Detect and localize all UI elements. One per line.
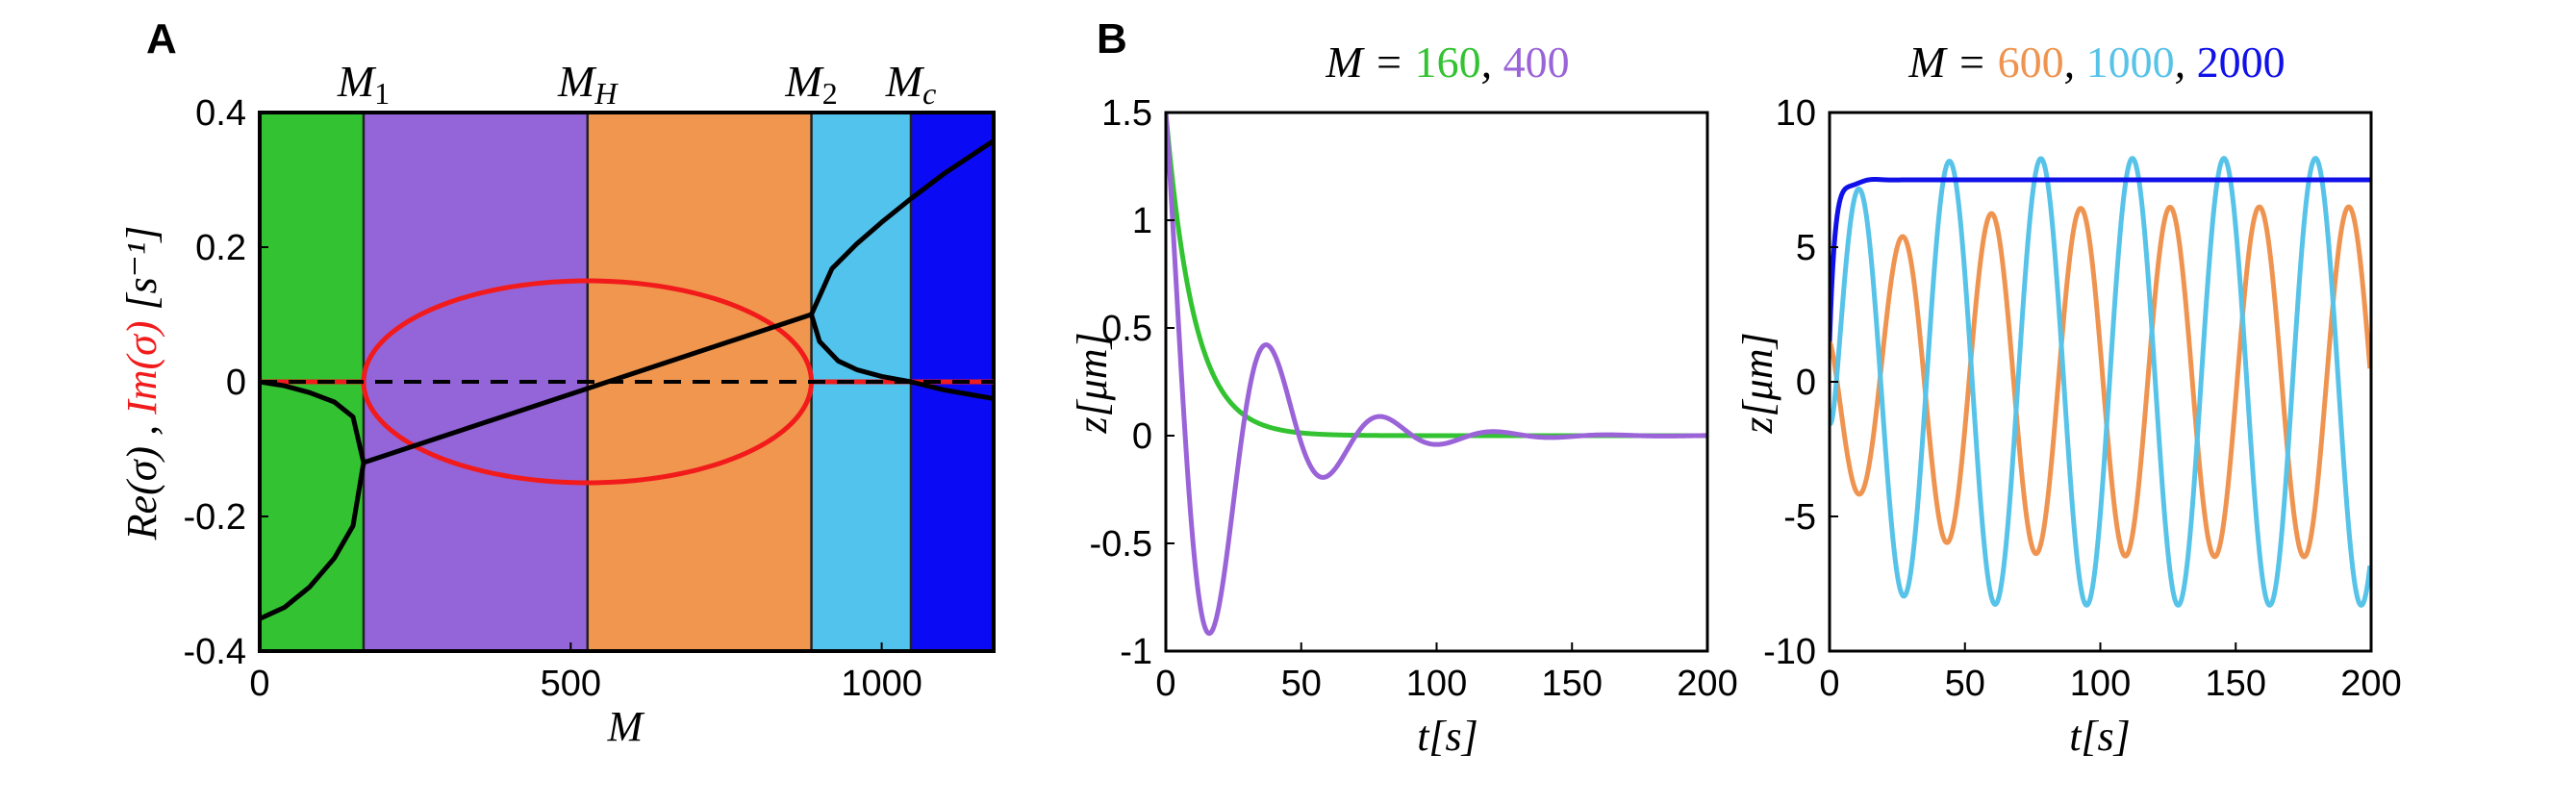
panel-a-y-tick-label: 0 — [226, 363, 246, 403]
panel-b-left-series-group — [1166, 113, 1707, 637]
panel-b-left-y-axis-label: z[μm] — [1069, 332, 1116, 434]
panel-b-right-x-tick-label: 200 — [2340, 664, 2401, 704]
y-label-separator: , — [118, 415, 165, 446]
panel-a-x-tick-label: 0 — [249, 664, 269, 704]
title-part: 600 — [1998, 38, 2064, 87]
panel-b-right-y-tick-label: -5 — [1783, 497, 1816, 538]
panel-b-right-x-tick-label: 150 — [2206, 664, 2266, 704]
panel-a-x-axis-label: M — [607, 703, 645, 750]
panel-a-y-tick-label: 0.2 — [195, 228, 246, 268]
panel-b-left-frame — [1164, 111, 1709, 653]
panel-b-right-chart: M = 600, 1000, 2000 0 50 100 150 2001050-5-1… — [1734, 38, 2402, 760]
panel-a-y-tick-label: -0.2 — [184, 497, 246, 538]
title-part: , — [2175, 38, 2197, 87]
panel-label-a: A — [146, 15, 177, 63]
panel-label-b: B — [1097, 15, 1127, 63]
y-label-real-part: Re(σ) — [118, 446, 165, 540]
panel-a-ticks: 0 500 1000 0.4 0.2 0 -0.2 -0.4 — [184, 93, 922, 704]
real-part-curve — [809, 314, 995, 401]
panel-b-right-series-group — [1830, 156, 2371, 608]
label-subscript: 1 — [374, 76, 390, 111]
label-base: M — [337, 57, 377, 106]
critical-mass-labels: M1 MH M2 Mc — [337, 57, 936, 111]
panel-b-left-y-tick-label: -0.5 — [1090, 524, 1152, 565]
panel-b-right-x-tick-label: 50 — [1945, 664, 1985, 704]
panel-a-x-tick-label: 500 — [541, 664, 601, 704]
panel-b-left-chart: M = 160, 400 0 50 100 150 2001.510.50-0.5-1 … — [1069, 38, 1738, 760]
series-line-m160 — [1166, 113, 1707, 439]
panel-b-right-y-tick-label: 10 — [1776, 93, 1816, 134]
panel-b-left-x-tick-label: 100 — [1406, 664, 1467, 704]
panel-b-right-y-tick-label: -10 — [1763, 632, 1816, 672]
panel-b-left-x-tick-label: 0 — [1155, 664, 1175, 704]
title-part: 1000 — [2086, 38, 2175, 87]
panel-a-x-tick-label: 1000 — [841, 664, 922, 704]
real-part-curve — [363, 312, 813, 465]
panel-b-left-x-tick-label: 50 — [1281, 664, 1322, 704]
panel-b-right-x-tick-label: 100 — [2070, 664, 2131, 704]
label-subscript: c — [922, 76, 936, 111]
panel-b-right-title: M = 600, 1000, 2000 — [1907, 38, 2285, 87]
title-part: 160 — [1415, 38, 1481, 87]
panel-b-right-x-axis-label: t[s] — [2069, 713, 2131, 760]
panel-a-y-axis-label: Re(σ) , Im(σ) [s⁻¹] — [118, 226, 165, 541]
panel-b-left-plot — [1164, 111, 1709, 653]
panel-b-left-y-tick-label: 1 — [1132, 201, 1152, 241]
panel-b-left-ticks: 0 50 100 150 200 1.5 1 0.5 0 -0.5 -1 — [1090, 93, 1738, 704]
title-part: M = — [1907, 38, 1997, 87]
panel-b-left-x-tick-label: 200 — [1677, 664, 1737, 704]
title-part: , — [2064, 38, 2086, 87]
critical-mass-label: M1 — [337, 57, 390, 111]
critical-mass-label: MH — [557, 57, 619, 111]
label-subscript: 2 — [822, 76, 838, 111]
label-base: M — [784, 57, 824, 106]
series-line-m600 — [1830, 204, 2371, 560]
title-part: M = — [1325, 38, 1414, 87]
y-label-unit: [s⁻¹] — [118, 226, 165, 321]
label-base: M — [557, 57, 597, 106]
panel-b-right-y-tick-label: 5 — [1796, 228, 1816, 268]
eigenvalue-curves — [258, 138, 996, 621]
panel-a-y-tick-label: -0.4 — [184, 632, 246, 672]
series-line-m1000 — [1830, 156, 2371, 608]
title-part: 2000 — [2197, 38, 2286, 87]
panel-b-left-y-tick-label: -1 — [1120, 632, 1152, 672]
panel-b-right-y-axis-label: z[μm] — [1734, 332, 1781, 434]
panel-b-right-x-tick-label: 0 — [1819, 664, 1839, 704]
panel-b-left-x-tick-label: 150 — [1542, 664, 1603, 704]
title-part: , — [1481, 38, 1503, 87]
critical-mass-label: M2 — [784, 57, 837, 111]
panel-a-y-tick-label: 0.4 — [195, 93, 246, 134]
panel-b-left-y-tick-label: 1.5 — [1101, 93, 1152, 134]
series-line-m2000 — [1830, 176, 2371, 342]
panel-b-left-x-axis-label: t[s] — [1417, 713, 1478, 760]
real-part-curve — [809, 138, 996, 316]
title-part: 400 — [1503, 38, 1570, 87]
series-line-m400 — [1166, 113, 1707, 637]
label-subscript: H — [593, 76, 619, 111]
panel-b-left-y-tick-label: 0.5 — [1101, 309, 1152, 349]
panel-b-left-y-tick-label: 0 — [1132, 416, 1152, 457]
critical-mass-label: Mc — [885, 57, 937, 111]
panel-b-right-y-tick-label: 0 — [1796, 363, 1816, 403]
y-label-imag-part: Im(σ) — [118, 320, 165, 415]
label-base: M — [885, 57, 925, 106]
panel-b-left-title: M = 160, 400 — [1325, 38, 1569, 87]
panel-b-right-plot — [1828, 111, 2373, 653]
